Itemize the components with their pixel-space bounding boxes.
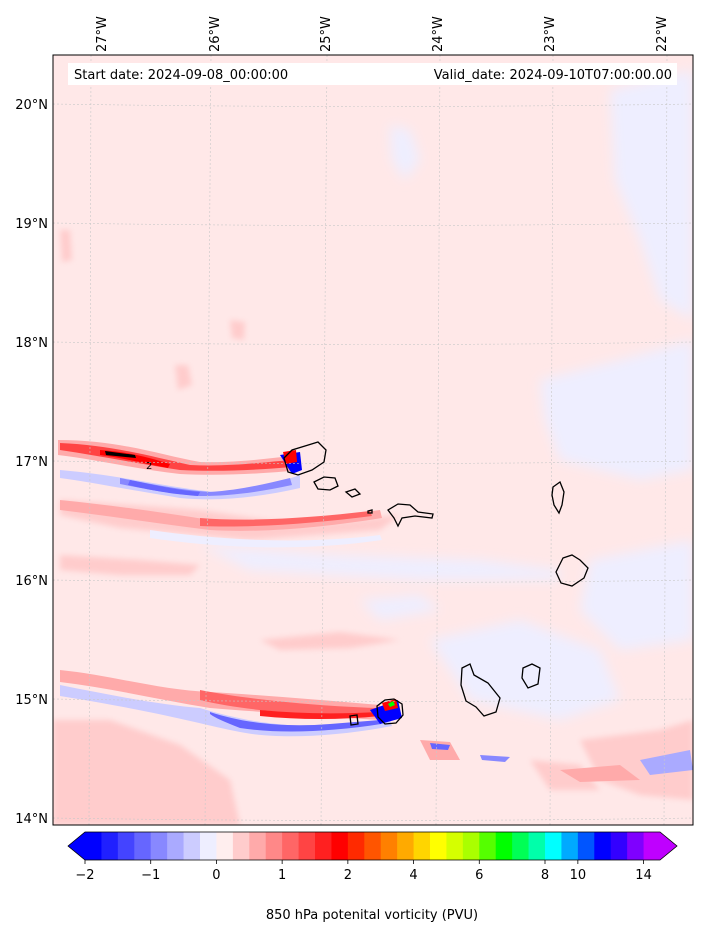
colorbar-tick-label: 4 <box>409 868 417 883</box>
islet <box>367 509 373 514</box>
colorbar-cell <box>462 832 480 860</box>
sao-vicente-island <box>313 476 339 491</box>
colorbar-cell <box>512 832 529 860</box>
santo-antao-island <box>283 441 327 476</box>
graticule <box>53 55 693 825</box>
middle-pv-streak <box>60 500 382 548</box>
lon-label: 26°W <box>208 16 223 52</box>
svg-text:2: 2 <box>146 461 152 472</box>
southern-pv-streak <box>60 670 693 782</box>
colorbar-cell <box>577 832 595 860</box>
lat-label: 19°N <box>15 217 48 232</box>
colorbar-cell <box>528 832 546 860</box>
colorbar-tick-label: 10 <box>570 868 587 883</box>
colorbar-under-arrow <box>68 832 85 860</box>
latitude-labels: 20°N 19°N 18°N 17°N 16°N 15°N 14°N <box>15 98 48 827</box>
lon-label: 24°W <box>431 16 446 52</box>
colorbar-cell <box>315 832 332 860</box>
colorbar-cell <box>232 832 250 860</box>
northern-pv-streak: 2 <box>58 440 302 500</box>
lat-label: 18°N <box>15 336 48 351</box>
colorbar-cell <box>627 832 644 860</box>
coastlines <box>283 441 589 726</box>
colorbar-tick-label: 2 <box>344 868 352 883</box>
lat-label: 20°N <box>15 98 48 113</box>
sao-nicolau-island <box>387 503 434 528</box>
lat-label: 14°N <box>15 812 48 827</box>
colorbar-cell <box>430 832 447 860</box>
start-date-box <box>68 63 410 85</box>
colorbar-over-arrow <box>660 832 677 860</box>
colorbar-cell <box>265 832 283 860</box>
colorbar-cell <box>594 832 612 860</box>
lon-label: 23°W <box>543 16 558 52</box>
colorbar-cell <box>561 832 579 860</box>
colorbar-cell <box>610 832 628 860</box>
colorbar-cell <box>495 832 513 860</box>
valid-date-box <box>410 63 677 85</box>
start-date-label: Start date: 2024-09-08_00:00:00 <box>74 68 288 83</box>
colorbar-cell <box>282 832 299 860</box>
lat-label: 15°N <box>15 693 48 708</box>
lon-label: 25°W <box>319 16 334 52</box>
maio-island <box>521 663 541 689</box>
colorbar-ticks: −2 −1 0 1 2 4 6 8 10 14 <box>75 860 652 883</box>
negative-pv-regions <box>200 70 693 720</box>
colorbar-tick-label: 0 <box>212 868 220 883</box>
colorbar-cell <box>183 832 201 860</box>
colorbar-cell <box>298 832 316 860</box>
sal-island <box>551 480 565 515</box>
colorbar-cell <box>117 832 135 860</box>
colorbar-cell <box>167 832 184 860</box>
colorbar-cell <box>216 832 234 860</box>
colorbar-cell <box>446 832 464 860</box>
boa-vista-island <box>555 554 589 587</box>
colorbar-tick-label: −1 <box>141 868 160 883</box>
lat-label: 16°N <box>15 574 48 589</box>
colorbar-cell <box>545 832 562 860</box>
colorbar-cell <box>200 832 217 860</box>
fogo-island <box>376 698 404 725</box>
colorbar-tick-label: 8 <box>541 868 549 883</box>
colorbar-cell <box>364 832 382 860</box>
colorbar-label: 850 hPa potenital vorticity (PVU) <box>266 908 478 923</box>
colorbar-cell <box>347 832 365 860</box>
colorbar-tick-label: 1 <box>278 868 286 883</box>
colorbar-cell <box>380 832 398 860</box>
colorbar-tick-label: 6 <box>475 868 483 883</box>
colorbar-cells <box>85 832 661 860</box>
colorbar-cell <box>331 832 349 860</box>
colorbar-cell <box>479 832 497 860</box>
colorbar-cell <box>397 832 414 860</box>
longitude-labels: 27°W 26°W 25°W 24°W 23°W 22°W <box>95 16 670 52</box>
colorbar-tick-label: 14 <box>635 868 652 883</box>
colorbar-cell <box>643 832 661 860</box>
colorbar-cell <box>101 832 119 860</box>
map-frame <box>52 54 694 826</box>
santa-luzia-island <box>344 488 362 498</box>
valid-date-label: Valid_date: 2024-09-10T07:00:00.00 <box>434 68 672 83</box>
colorbar-cell <box>85 832 102 860</box>
colorbar-tick-label: −2 <box>75 868 94 883</box>
lon-label: 22°W <box>655 16 670 52</box>
colorbar-cell <box>150 832 168 860</box>
map-area: 2 <box>53 55 693 825</box>
colorbar-cell <box>249 832 267 860</box>
brava-island <box>349 714 359 726</box>
colorbar-cell <box>134 832 152 860</box>
lon-label: 27°W <box>95 16 110 52</box>
santiago-island <box>460 663 501 717</box>
colorbar: −2 −1 0 1 2 4 6 8 10 14 850 hPa potenital vortici… <box>67 831 678 923</box>
lat-label: 17°N <box>15 455 48 470</box>
colorbar-cell <box>413 832 431 860</box>
